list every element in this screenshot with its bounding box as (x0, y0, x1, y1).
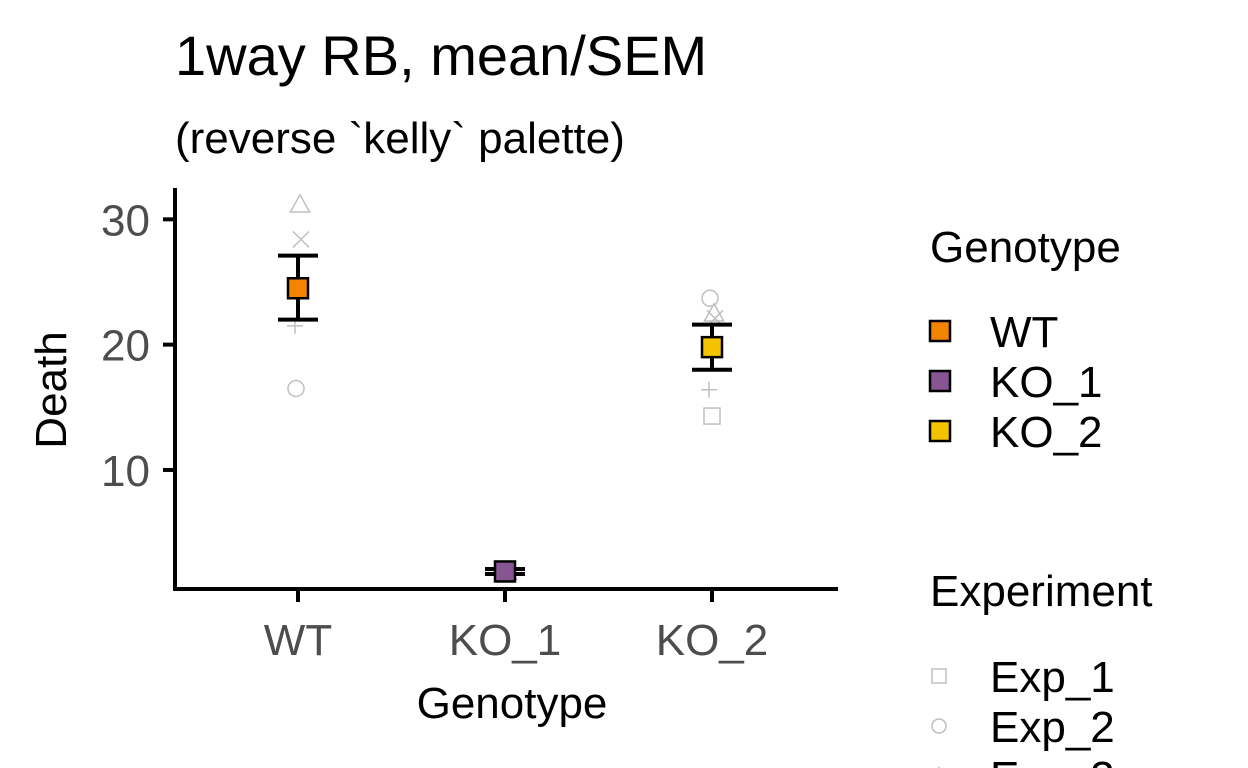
y-tick-label: 20 (101, 322, 150, 371)
data-point (701, 289, 719, 308)
legend-label-experiment: Exp_1 (990, 653, 1115, 702)
data-point (292, 230, 310, 248)
plot-area (278, 193, 732, 583)
legend-title-genotype: Genotype (930, 223, 1121, 272)
y-tick-label: 10 (101, 447, 150, 496)
data-point (703, 407, 721, 425)
x-axis-title: Genotype (417, 679, 608, 728)
x-tick-label: KO_2 (656, 616, 769, 665)
x-tick-label: WT (264, 616, 332, 665)
mean-marker (700, 335, 724, 359)
legend-label-genotype: KO_2 (990, 408, 1103, 457)
x-tick-label: KO_1 (449, 616, 562, 665)
legend-label-genotype: KO_1 (990, 358, 1103, 407)
mean-marker (286, 277, 310, 300)
legend-key-shape (931, 668, 947, 684)
legend-key-fill (928, 369, 952, 393)
y-tick-label: 30 (101, 196, 150, 245)
data-point (289, 193, 311, 213)
legend-key-fill (928, 419, 952, 443)
chart-subtitle: (reverse `kelly` palette) (175, 114, 625, 163)
data-point (287, 379, 305, 398)
axes: 10 20 30 WT KO_1 KO_2 (101, 196, 768, 665)
legend-label-genotype: WT (990, 308, 1058, 357)
legend-title-experiment: Experiment (930, 567, 1153, 616)
legend-key-shape (931, 718, 947, 734)
legend-label-experiment: Exp_2 (990, 703, 1115, 752)
data-point (701, 381, 717, 398)
chart-title: 1way RB, mean/SEM (175, 24, 707, 87)
legend-key-fill (928, 319, 952, 343)
mean-marker (493, 560, 517, 583)
y-axis-title: Death (27, 331, 76, 448)
legend-label-experiment: Exp_3 (990, 753, 1115, 768)
